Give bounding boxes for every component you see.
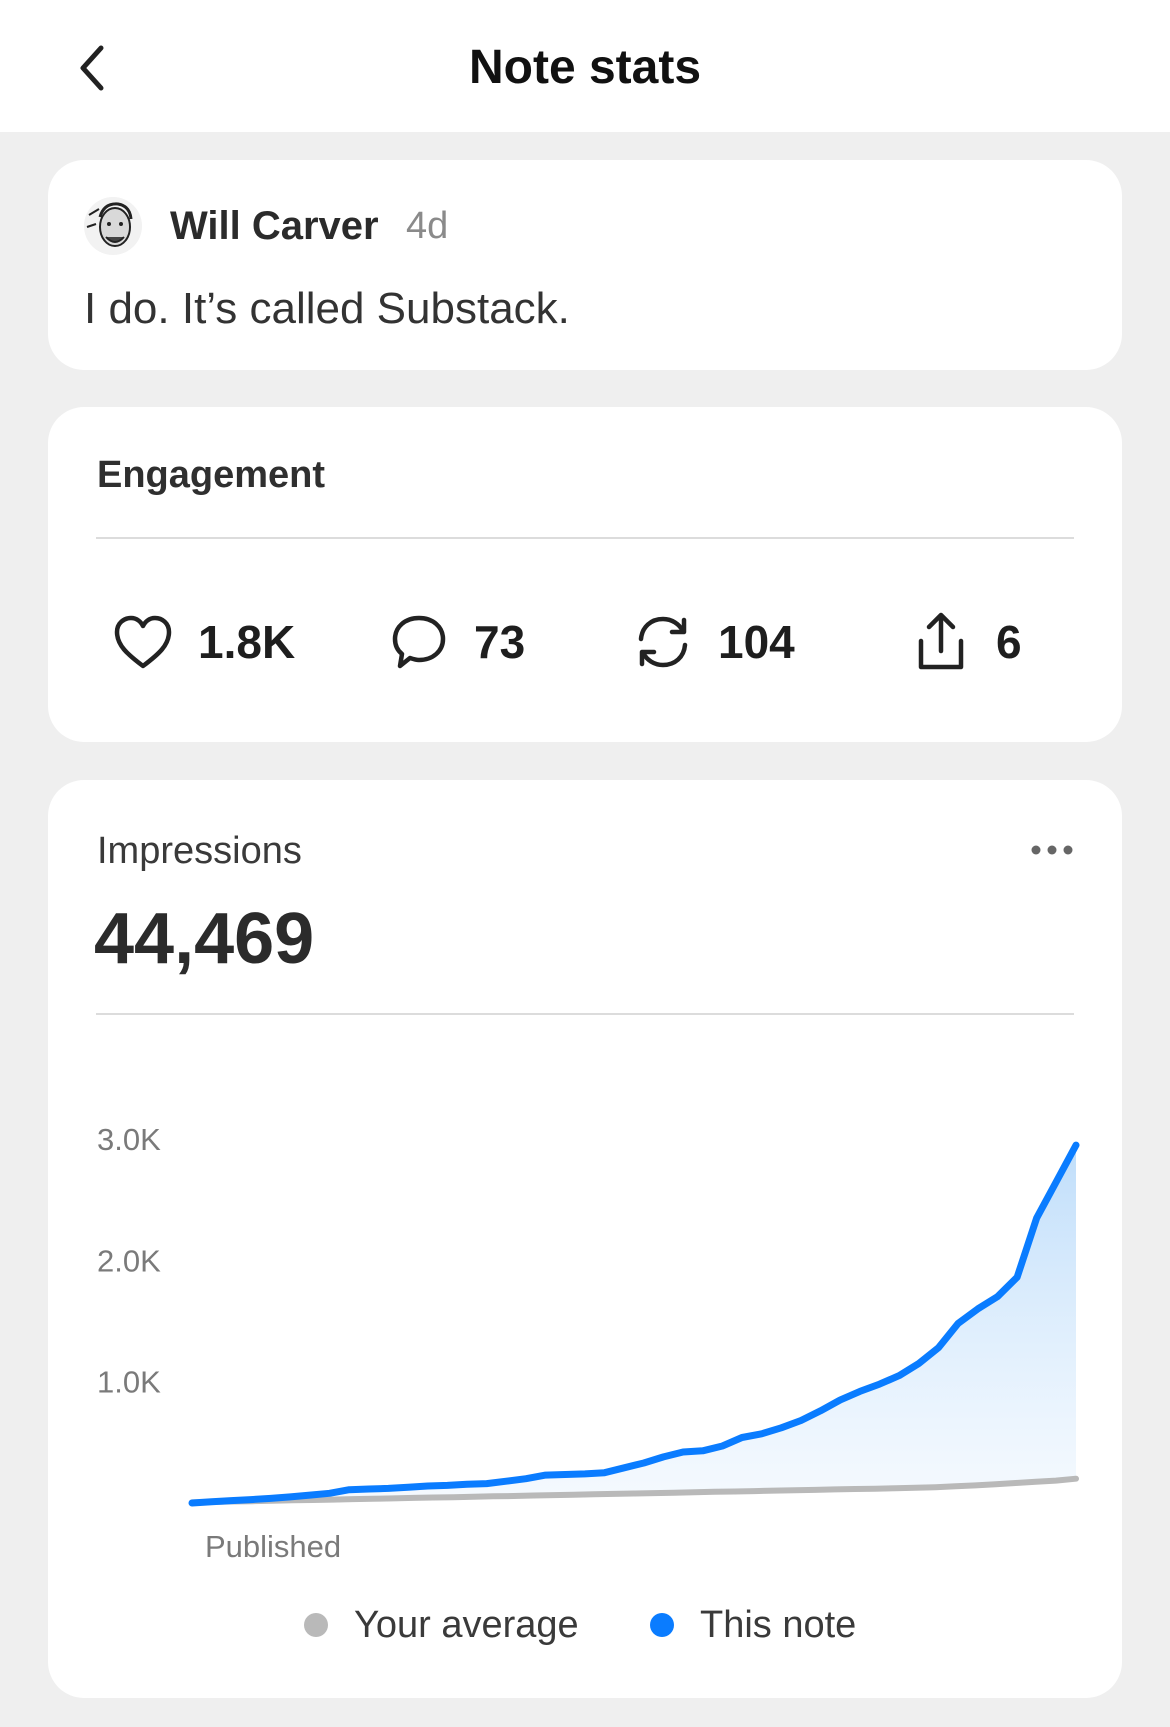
shares-stat: 6 — [910, 607, 1022, 677]
comments-stat: 73 — [388, 607, 525, 677]
y-tick-label: 2.0K — [97, 1243, 161, 1278]
impressions-card: Impressions 44,469 3.0K 2.0K 1.0K Publishe… — [48, 780, 1122, 1698]
heart-icon — [112, 611, 174, 673]
comment-icon — [388, 611, 450, 673]
shares-count: 6 — [996, 616, 1022, 668]
this-note-line — [188, 1141, 1080, 1507]
y-tick-label: 3.0K — [97, 1122, 161, 1157]
legend-dot-average — [304, 1613, 328, 1637]
legend-item-this-note[interactable]: This note — [650, 1600, 856, 1650]
x-start-label: Published — [205, 1529, 341, 1564]
restacks-count: 104 — [718, 616, 795, 668]
engagement-divider — [96, 537, 1074, 539]
page-title: Note stats — [468, 41, 702, 94]
share-icon — [910, 611, 972, 673]
engagement-title: Engagement — [97, 454, 326, 496]
impressions-chart: 3.0K 2.0K 1.0K Published — [97, 1122, 1080, 1564]
likes-count: 1.8K — [198, 616, 296, 668]
engagement-card: Engagement 1.8K 73 104 — [48, 407, 1122, 742]
top-bar: Note stats — [0, 0, 1170, 132]
restacks-stat: 104 — [632, 607, 795, 677]
comments-count: 73 — [474, 616, 526, 668]
avatar[interactable] — [84, 197, 142, 255]
legend-label-this-note: This note — [700, 1603, 857, 1646]
impressions-title: Impressions — [97, 830, 302, 872]
impressions-total: 44,469 — [94, 899, 315, 979]
restack-icon — [632, 611, 694, 673]
your-average-line — [189, 1475, 1079, 1506]
legend-item-average[interactable]: Your average — [304, 1600, 579, 1650]
chevron-left-icon — [80, 45, 104, 91]
this-note-area — [192, 1145, 1076, 1503]
y-tick-label: 1.0K — [97, 1365, 161, 1400]
more-horizontal-icon — [1031, 845, 1073, 855]
note-card[interactable]: Will Carver 4d I do. It’s called Substac… — [48, 160, 1122, 370]
impressions-divider — [96, 1013, 1074, 1015]
legend-dot-this-note — [650, 1613, 674, 1637]
author-name[interactable]: Will Carver — [170, 204, 379, 248]
more-options-button[interactable] — [1024, 832, 1080, 868]
note-timestamp: 4d — [406, 205, 449, 247]
likes-stat: 1.8K — [112, 607, 295, 677]
legend-label-average: Your average — [354, 1603, 579, 1646]
back-button[interactable] — [62, 38, 122, 98]
note-text: I do. It’s called Substack. — [84, 284, 570, 333]
